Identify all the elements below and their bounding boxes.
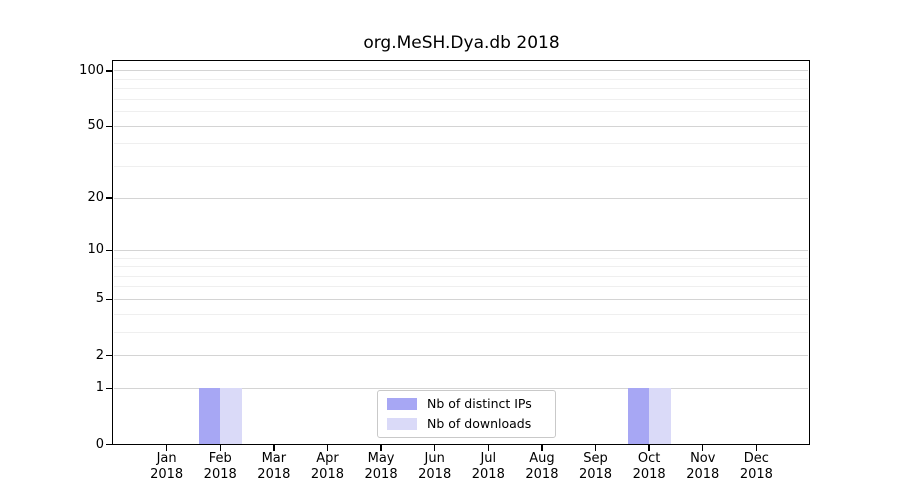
x-tick-mar xyxy=(273,445,275,451)
x-tick-label-mar: Mar 2018 xyxy=(257,451,291,482)
x-tick-jun xyxy=(433,445,436,451)
major-gridline xyxy=(114,125,808,127)
minor-gridline xyxy=(114,143,808,145)
major-gridline xyxy=(114,355,808,357)
major-gridline xyxy=(114,197,808,199)
y-tick-0 xyxy=(106,443,112,446)
x-tick-label-oct: Oct 2018 xyxy=(632,451,666,482)
x-tick-oct xyxy=(648,445,650,451)
y-tick-50 xyxy=(106,125,112,127)
legend-item-downloads: Nb of downloads xyxy=(387,417,547,431)
x-tick-label-jul: Jul 2018 xyxy=(471,451,505,482)
bar-nb-of-downloads-feb xyxy=(220,388,242,445)
y-tick-5 xyxy=(106,298,112,301)
x-tick-apr xyxy=(326,445,329,451)
y-tick-label-100: 100 xyxy=(79,62,104,78)
x-tick-nov xyxy=(702,445,704,451)
y-tick-100 xyxy=(106,70,112,72)
minor-gridline xyxy=(114,313,808,315)
bar-nb-of-downloads-oct xyxy=(649,388,671,445)
x-tick-sep xyxy=(594,445,597,451)
legend: Nb of distinct IPs Nb of downloads xyxy=(377,390,556,438)
major-gridline xyxy=(114,249,808,251)
y-tick-label-20: 20 xyxy=(87,190,104,206)
legend-swatch-downloads xyxy=(387,418,417,430)
x-tick-label-aug: Aug 2018 xyxy=(525,451,559,482)
minor-gridline xyxy=(114,286,808,288)
x-tick-aug xyxy=(541,445,543,451)
y-tick-label-2: 2 xyxy=(95,347,104,363)
x-tick-may xyxy=(380,445,382,451)
x-tick-label-feb: Feb 2018 xyxy=(203,451,237,482)
y-tick-label-50: 50 xyxy=(87,118,104,134)
x-tick-label-dec: Dec 2018 xyxy=(739,451,773,482)
y-tick-2 xyxy=(106,354,112,357)
minor-gridline xyxy=(114,88,808,90)
major-gridline xyxy=(114,70,808,72)
minor-gridline xyxy=(114,275,808,277)
y-tick-label-1: 1 xyxy=(95,380,104,396)
legend-swatch-distinct-ips xyxy=(387,398,417,410)
x-tick-jan xyxy=(165,445,168,451)
x-tick-label-nov: Nov 2018 xyxy=(686,451,720,482)
legend-label-distinct-ips: Nb of distinct IPs xyxy=(427,396,532,411)
legend-label-downloads: Nb of downloads xyxy=(427,416,532,431)
bar-nb-of-distinct-ips-feb xyxy=(198,388,221,445)
y-tick-10 xyxy=(106,249,112,252)
x-tick-label-sep: Sep 2018 xyxy=(578,451,613,482)
minor-gridline xyxy=(114,266,808,268)
minor-gridline xyxy=(114,98,808,100)
x-tick-label-jan: Jan 2018 xyxy=(150,451,184,482)
x-tick-label-may: May 2018 xyxy=(364,451,398,482)
x-tick-feb xyxy=(219,445,221,451)
major-gridline xyxy=(114,298,808,300)
chart-title: org.MeSH.Dya.db 2018 xyxy=(363,33,560,53)
y-tick-label-5: 5 xyxy=(95,291,104,307)
legend-item-distinct-ips: Nb of distinct IPs xyxy=(387,397,547,411)
y-tick-label-0: 0 xyxy=(95,436,104,452)
major-gridline xyxy=(114,387,808,389)
y-tick-label-10: 10 xyxy=(87,242,104,258)
bar-nb-of-distinct-ips-oct xyxy=(627,388,650,445)
minor-gridline xyxy=(114,78,808,80)
minor-gridline xyxy=(114,166,808,167)
y-tick-1 xyxy=(106,387,112,390)
minor-gridline xyxy=(114,331,808,333)
x-tick-jul xyxy=(487,445,489,451)
y-tick-20 xyxy=(106,197,112,199)
x-tick-dec xyxy=(755,445,758,451)
minor-gridline xyxy=(114,111,808,113)
x-tick-label-jun: Jun 2018 xyxy=(418,451,452,482)
minor-gridline xyxy=(114,257,808,259)
x-tick-label-apr: Apr 2018 xyxy=(310,451,344,482)
